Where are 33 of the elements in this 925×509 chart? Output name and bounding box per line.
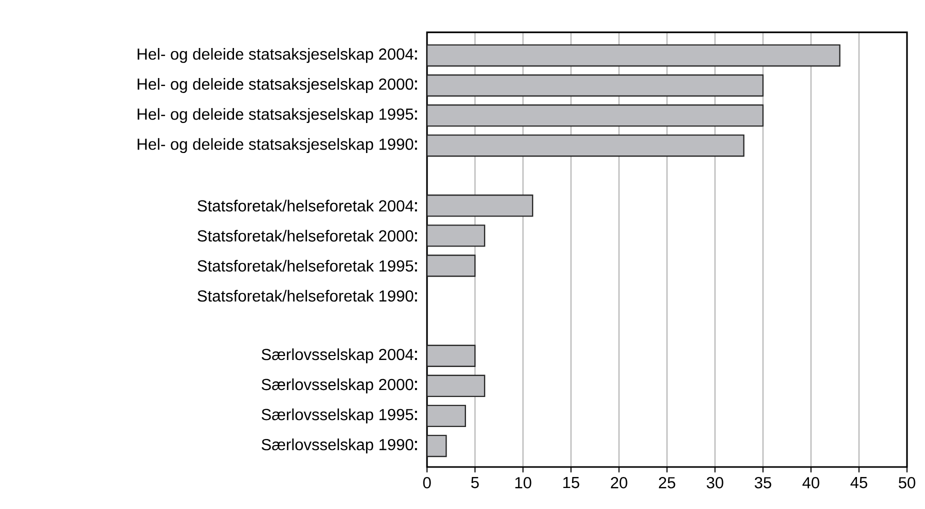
bar <box>427 194 534 217</box>
y-tick-label: Hel- og deleide statsaksjeselskap 2004 <box>138 48 414 63</box>
x-tick-label: 25 <box>658 477 676 488</box>
x-tick-label: 10 <box>515 477 532 488</box>
x-tick-label: 35 <box>754 477 772 488</box>
x-tick-label: 45 <box>850 477 868 488</box>
x-tick-label: 20 <box>610 477 628 488</box>
bar <box>427 104 764 127</box>
y-tick-label: Hel- og deleide statsaksjeselskap 1990 <box>138 138 414 154</box>
x-tick-label: 15 <box>563 477 580 488</box>
bar <box>427 374 486 398</box>
y-tick-label: Hel- og deleide statsaksjeselskap 1995 <box>138 108 414 123</box>
y-tick-label: Statsforetak/helseforetak 2004 <box>198 200 414 212</box>
y-tick-label: Statsforetak/helseforetak 2000 <box>198 230 414 242</box>
y-tick-label: Særlovsselskap 1995 <box>262 408 414 424</box>
bar <box>427 74 764 97</box>
x-tick-label: 0 <box>423 477 431 488</box>
y-tick-label: Særlovsselskap 2000 <box>262 378 414 394</box>
x-tick-label: 40 <box>802 477 820 488</box>
bar <box>427 134 744 157</box>
y-tick-label: Statsforetak/helseforetak 1995 <box>198 260 414 272</box>
x-tick-label: 50 <box>898 477 916 488</box>
x-tick-label: 30 <box>706 477 724 488</box>
y-tick-label: Statsforetak/helseforetak 1990 <box>198 290 414 302</box>
x-tick-label: 5 <box>471 477 479 488</box>
bar <box>427 44 840 67</box>
y-tick-label: Hel- og deleide statsaksjeselskap 2000 <box>138 78 414 93</box>
bar <box>427 254 476 277</box>
bar <box>427 344 476 367</box>
bar <box>427 404 466 428</box>
bar <box>427 224 486 247</box>
y-tick-label: Særlovsselskap 2004 <box>262 348 414 364</box>
y-tick-label: Særlovsselskap 1990 <box>262 438 414 454</box>
